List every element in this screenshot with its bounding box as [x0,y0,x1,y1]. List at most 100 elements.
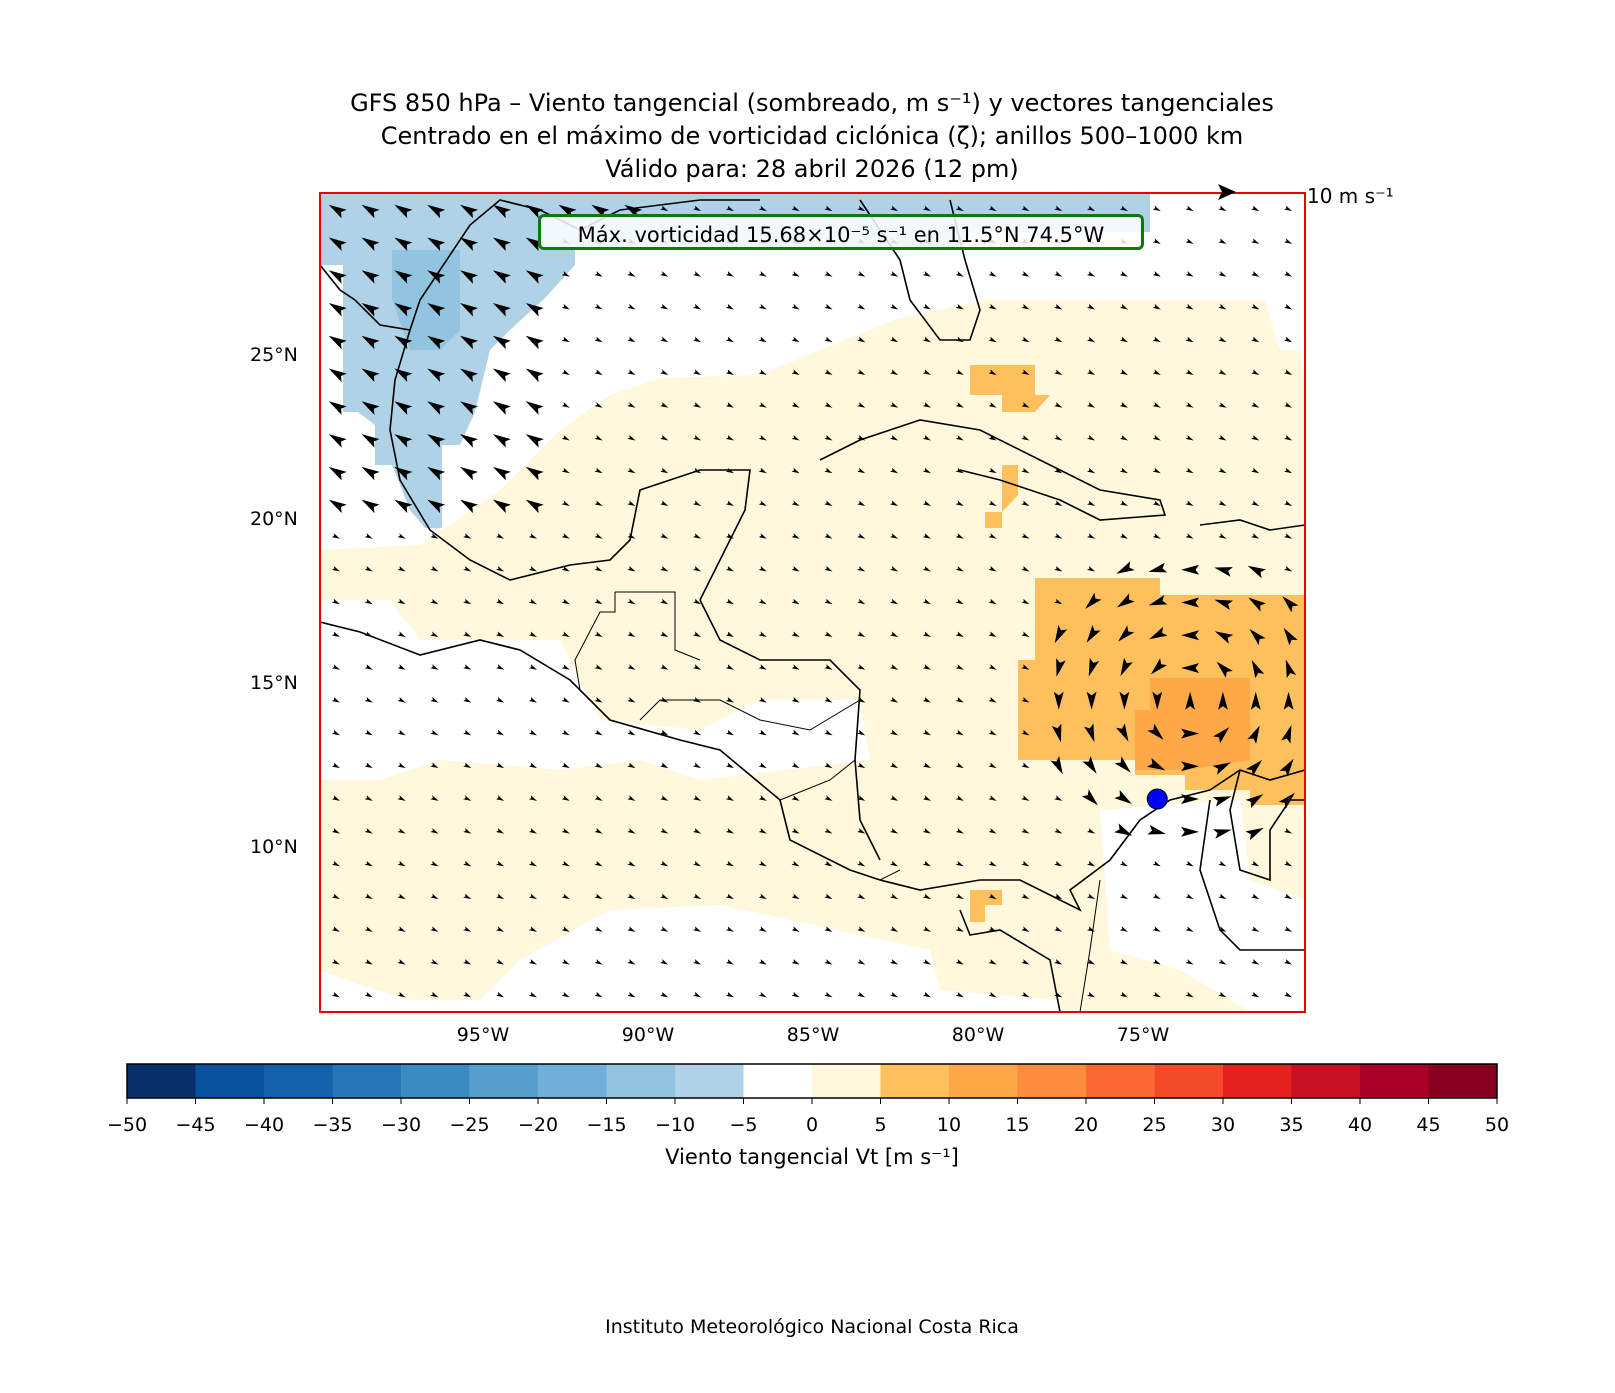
wind-vector-arrow [331,860,340,867]
wind-vector-arrow [955,860,964,867]
wind-vector-arrow [460,499,479,514]
wind-vector-arrow [758,565,767,572]
wind-vector-arrow [594,729,603,736]
wind-vector-arrow [594,533,603,539]
wind-vector-arrow [693,467,702,474]
wind-vector-arrow [397,598,406,605]
wind-vector-arrow [1245,794,1264,809]
wind-vector-arrow [988,336,997,343]
wind-vector-arrow [758,664,767,670]
wind-vector-arrow [1087,467,1096,474]
wind-vector-arrow [492,204,511,219]
wind-vector-arrow [988,926,997,932]
wind-vector-arrow [890,762,899,769]
wind-vector-arrow [460,303,479,317]
wind-vector-arrow [1283,691,1294,710]
wind-vector-arrow [427,204,446,219]
wind-vector-arrow [824,434,833,441]
wind-vector-arrow [463,893,472,900]
wind-vector-arrow [660,926,669,932]
wind-vector-arrow [1248,597,1266,612]
wind-vector-arrow [627,697,636,703]
wind-vector-arrow [922,860,931,867]
colorbar-tick-label: 50 [1484,1114,1510,1136]
wind-vector-arrow [331,664,340,670]
wind-vector-arrow [725,369,734,375]
wind-vector-arrow [922,893,931,900]
wind-vector-arrow [331,795,340,801]
wind-vector-arrow [594,926,603,932]
wind-vector-arrow [1152,959,1161,965]
wind-vector-arrow [1250,691,1261,710]
wind-vector-arrow [1247,725,1260,744]
wind-vector-arrow [1185,533,1194,539]
wind-vector-arrow [824,598,833,605]
wind-vector-arrow [496,697,505,703]
wind-vector-arrow [922,697,931,703]
wind-vector-arrow [627,762,636,769]
wind-vector-arrow [1054,795,1063,801]
wind-vector-arrow [857,926,866,932]
wind-vector-arrow [725,303,734,310]
wind-vector-arrow [525,270,544,284]
wind-vector-arrow [1087,271,1096,277]
wind-vector-arrow [1054,959,1063,965]
colorbar-swatch [880,1064,950,1098]
wind-vector-arrow [1284,860,1293,867]
wind-vector-arrow [1087,828,1096,834]
wind-vector-arrow [627,434,636,441]
wind-vector-arrow [528,565,537,572]
wind-vector-arrow [660,565,669,572]
wind-vector-arrow [857,565,866,572]
wind-vector-arrow [427,499,446,514]
wind-vector-arrow [725,893,734,900]
colorbar-swatch [1291,1064,1361,1098]
wind-vector-arrow [492,368,511,383]
wind-vector-arrow [430,991,439,998]
wind-vector-arrow [364,729,373,736]
wind-vector-arrow [1251,991,1260,998]
wind-vector-arrow [1181,630,1200,641]
colorbar-tick-label: 25 [1142,1114,1167,1136]
wind-vector-arrow [463,565,472,572]
wind-vector-arrow [1116,561,1135,574]
wind-vector-arrow [594,860,603,867]
wind-vector-arrow [890,926,899,932]
wind-vector-arrow [791,893,800,900]
wind-vector-arrow [1021,402,1030,408]
wind-vector-arrow [528,828,537,834]
colorbar-swatch [127,1064,196,1098]
map-frame [319,192,1306,1013]
wind-vector-arrow [758,271,767,277]
wind-vector-arrow [1021,991,1030,998]
wind-vector-arrow [857,860,866,867]
wind-vector-arrow [361,204,380,219]
wind-vector-arrow [1152,303,1161,310]
wind-vector-arrow [397,926,406,932]
wind-vector-arrow [561,729,570,736]
wind-vector-arrow [758,991,767,998]
wind-vector-arrow [397,664,406,670]
wind-vector-arrow [791,533,800,539]
wind-vector-arrow [1087,893,1096,900]
wind-vector-arrow [1119,691,1130,710]
wind-vector-arrow [561,467,570,474]
wind-vector-arrow [1054,467,1063,474]
wind-vector-arrow [955,434,964,441]
wind-vector-arrow [1087,926,1096,932]
wind-vector-arrow [496,762,505,769]
wind-vector-arrow [1181,663,1200,673]
colorbar-swatch [1223,1064,1292,1098]
wind-vector-arrow [528,860,537,867]
wind-vector-arrow [1251,369,1260,375]
wind-vector-arrow [361,499,380,514]
wind-vector-arrow [627,369,636,375]
wind-vector-arrow [955,467,964,474]
colorbar [126,1063,1498,1104]
wind-vector-arrow [1054,926,1063,932]
wind-vector-arrow [561,697,570,703]
wind-vector-arrow [1218,271,1227,277]
wind-vector-arrow [1218,303,1227,310]
wind-vector-arrow [955,762,964,769]
